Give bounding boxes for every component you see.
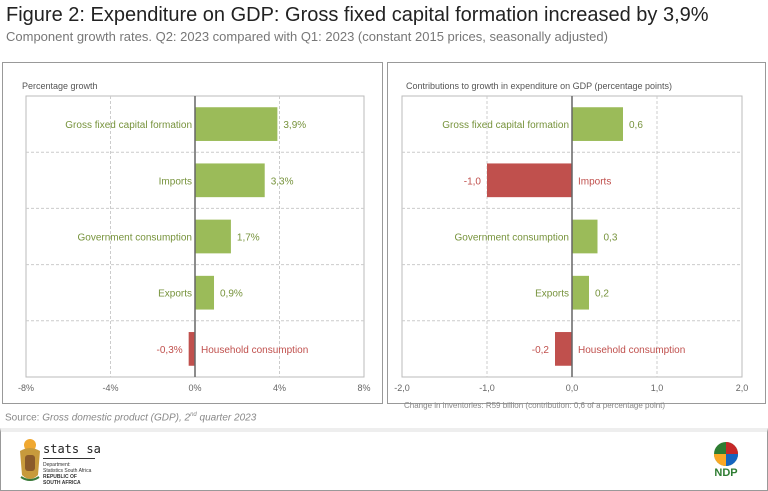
x-tick-label: 0,0 — [566, 383, 579, 393]
x-tick-label: 1,0 — [651, 383, 664, 393]
source-text: Gross domestic product (GDP), 2 — [42, 412, 191, 424]
figure-title: Figure 2: Expenditure on GDP: Gross fixe… — [6, 4, 709, 26]
category-label: Household consumption — [201, 345, 308, 356]
x-tick-label: 8% — [357, 383, 370, 393]
x-tick-label: 0% — [188, 383, 201, 393]
data-label: 3,9% — [283, 120, 306, 131]
data-label: 1,7% — [237, 233, 260, 244]
data-label: 0,2 — [595, 289, 609, 300]
footer: stats sa Department: Statistics South Af… — [0, 428, 768, 491]
stats-sa-department: Department: Statistics South Africa REPU… — [43, 458, 95, 486]
bar-0 — [572, 107, 623, 141]
bar-2 — [195, 219, 231, 254]
x-tick-label: -1,0 — [479, 383, 495, 393]
bar-4 — [555, 332, 572, 366]
inventories-footnote: Change in inventories: R59 billion (cont… — [404, 401, 666, 410]
source-note: Source: Gross domestic product (GDP), 2n… — [5, 412, 256, 423]
bar-1 — [195, 163, 265, 198]
data-label: 0,3 — [604, 233, 618, 244]
chart-title: Contributions to growth in expenditure o… — [406, 81, 672, 91]
category-label: Exports — [535, 289, 569, 300]
source-sup: nd — [190, 412, 197, 418]
chart-1: Contributions to growth in expenditure o… — [394, 81, 748, 393]
x-tick-label: -8% — [18, 383, 34, 393]
data-label: 3,3% — [271, 176, 294, 187]
coat-of-arms-logo — [20, 439, 40, 481]
data-label: -1,0 — [464, 176, 482, 187]
category-label: Household consumption — [578, 345, 685, 356]
dept-line-3: REPUBLIC OF SOUTH AFRICA — [43, 474, 81, 486]
source-label: Source: — [5, 412, 43, 424]
bar-1 — [487, 163, 572, 198]
x-tick-label: 4% — [273, 383, 286, 393]
data-label: 0,9% — [220, 289, 243, 300]
chart-title: Percentage growth — [22, 81, 98, 91]
category-label: Gross fixed capital formation — [442, 120, 569, 131]
category-label: Government consumption — [77, 233, 192, 244]
category-label: Government consumption — [454, 233, 569, 244]
x-tick-label: -4% — [102, 383, 118, 393]
x-tick-label: 2,0 — [736, 383, 749, 393]
data-label: 0,6 — [629, 120, 643, 131]
ndp-logo: NDP — [714, 442, 738, 479]
dept-line-1: Department: — [43, 462, 71, 468]
bar-0 — [195, 107, 278, 141]
category-label: Gross fixed capital formation — [65, 120, 192, 131]
category-label: Imports — [578, 176, 611, 187]
bar-2 — [572, 219, 598, 254]
stats-sa-name: stats sa — [43, 442, 101, 456]
source-text2: quarter 2023 — [196, 412, 257, 424]
x-tick-label: -2,0 — [394, 383, 410, 393]
category-label: Exports — [158, 289, 192, 300]
ndp-logo-text: NDP — [714, 467, 737, 479]
bar-4 — [188, 332, 195, 366]
data-label: -0,2 — [532, 345, 550, 356]
bar-3 — [195, 275, 215, 310]
data-label: -0,3% — [157, 345, 183, 356]
category-label: Imports — [159, 176, 192, 187]
chart-0: Percentage growth -8% -4% 0% 4% 8% Gross fixed… — [18, 81, 371, 393]
figure-subtitle: Component growth rates. Q2: 2023 compare… — [6, 29, 608, 44]
dept-line-2: Statistics South Africa — [43, 468, 92, 474]
bar-3 — [572, 275, 589, 310]
